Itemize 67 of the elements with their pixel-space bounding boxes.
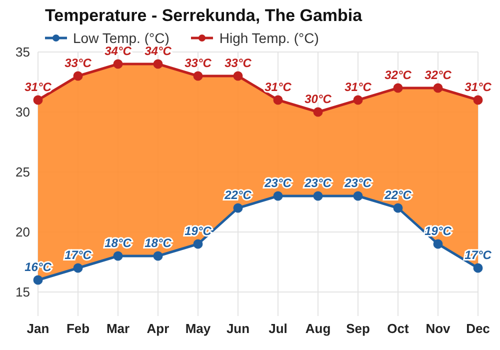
data-label: 22°C: [384, 188, 412, 202]
point: [393, 203, 403, 213]
data-label: 18°C: [104, 236, 132, 250]
point: [33, 275, 43, 285]
x-tick-label: Jul: [268, 321, 288, 336]
data-label: 31°C: [464, 80, 492, 94]
point: [473, 263, 483, 273]
point: [433, 83, 443, 93]
point: [113, 251, 123, 261]
data-label: 22°C: [224, 188, 252, 202]
y-tick-label: 20: [16, 224, 30, 240]
point: [273, 191, 283, 201]
data-label: 33°C: [224, 56, 252, 70]
x-tick-label: Jan: [26, 321, 50, 336]
x-tick-label: May: [185, 321, 212, 336]
point: [353, 95, 363, 105]
point: [193, 71, 203, 81]
data-label: 33°C: [64, 56, 92, 70]
data-label: 17°C: [64, 248, 92, 262]
data-label: 19°C: [424, 224, 452, 238]
data-label: 19°C: [184, 224, 212, 238]
data-label: 32°C: [424, 68, 452, 82]
point: [353, 191, 363, 201]
data-label: 23°C: [264, 176, 292, 190]
point: [193, 239, 203, 249]
legend-label: Low Temp. (°C): [73, 30, 170, 46]
point: [153, 59, 163, 69]
x-tick-label: Dec: [466, 321, 490, 336]
data-label: 16°C: [24, 260, 52, 274]
point: [73, 263, 83, 273]
point: [33, 95, 43, 105]
x-tick-label: Jun: [226, 321, 250, 336]
point: [273, 95, 283, 105]
x-tick-label: Sep: [346, 321, 370, 336]
point: [73, 71, 83, 81]
y-tick-label: 35: [16, 44, 30, 60]
data-label: 17°C: [464, 248, 492, 262]
x-tick-label: Feb: [66, 321, 90, 336]
data-label: 23°C: [344, 176, 372, 190]
chart-title: Temperature - Serrekunda, The Gambia: [45, 6, 362, 26]
data-label: 30°C: [304, 92, 332, 106]
data-label: 18°C: [144, 236, 172, 250]
data-label: 23°C: [304, 176, 332, 190]
data-label: 34°C: [104, 44, 132, 58]
y-tick-label: 25: [16, 164, 30, 180]
point: [433, 239, 443, 249]
point: [113, 59, 123, 69]
x-tick-label: Oct: [387, 321, 410, 336]
point: [313, 191, 323, 201]
legend-label: High Temp. (°C): [219, 30, 319, 46]
data-label: 31°C: [264, 80, 292, 94]
point: [233, 203, 243, 213]
data-label: 33°C: [184, 56, 212, 70]
point: [393, 83, 403, 93]
point: [233, 71, 243, 81]
x-tick-label: Nov: [426, 321, 452, 336]
point: [473, 95, 483, 105]
y-tick-label: 30: [16, 104, 30, 120]
x-tick-label: Aug: [305, 321, 331, 336]
y-tick-label: 15: [16, 284, 30, 300]
data-label: 31°C: [24, 80, 52, 94]
x-tick-label: Mar: [106, 321, 130, 336]
point: [153, 251, 163, 261]
data-label: 31°C: [344, 80, 372, 94]
data-label: 32°C: [384, 68, 412, 82]
x-tick-label: Apr: [146, 321, 170, 336]
point: [313, 107, 323, 117]
